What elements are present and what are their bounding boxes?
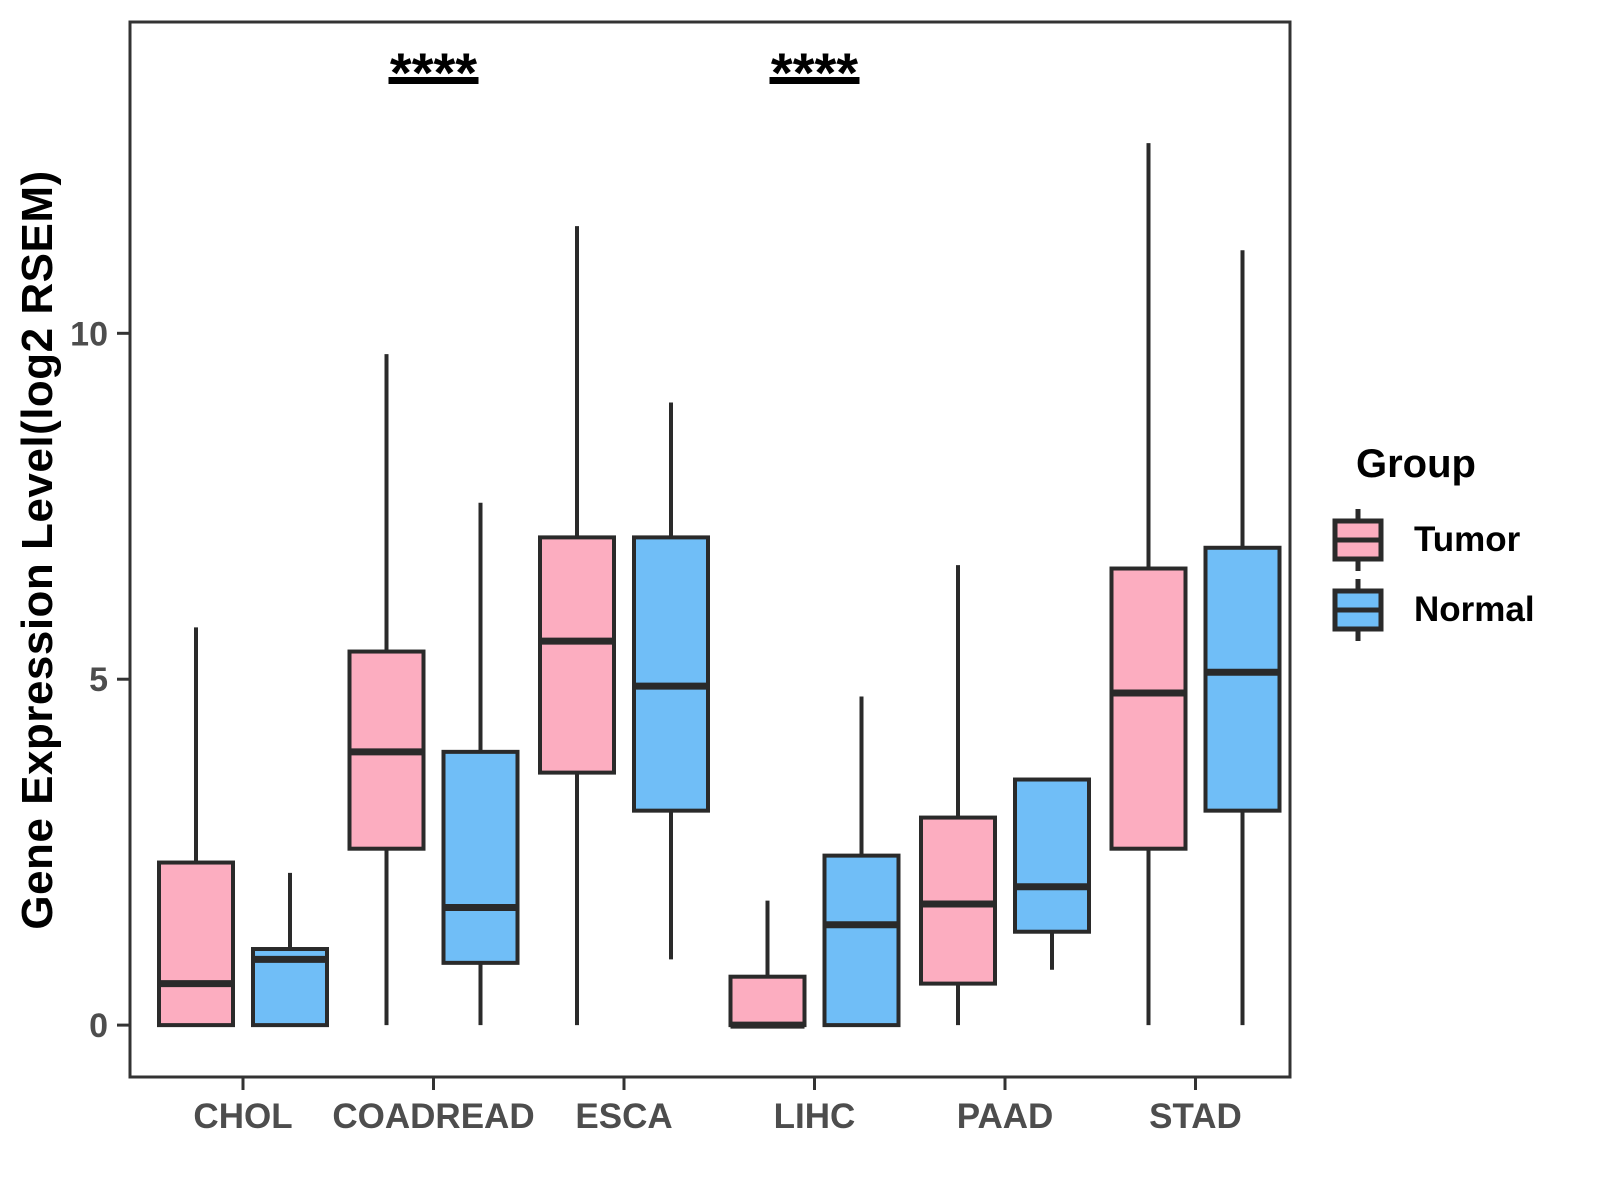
legend-title: Group: [1356, 442, 1476, 486]
significance-stars-lihc: ****: [771, 41, 858, 104]
legend-item-tumor: Tumor: [1330, 505, 1535, 575]
panel-border: [128, 20, 1292, 1079]
y-tick-label-5: 5: [89, 661, 108, 699]
box-coadread-normal: [441, 749, 520, 965]
box-stad-normal: [1203, 545, 1282, 813]
box-chol-tumor: [157, 860, 235, 1028]
box-stad-tumor: [1109, 566, 1188, 851]
normal-boxplot-key-icon: [1332, 579, 1384, 641]
y-axis-title: Gene Expression Level(log2 RSEM): [13, 170, 62, 930]
box-lihc-normal: [822, 853, 901, 1028]
x-tick-label-chol: CHOL: [193, 1097, 292, 1136]
y-tick-label-0: 0: [89, 1007, 108, 1045]
box-esca-normal: [632, 535, 710, 813]
significance-bar-lihc: [769, 77, 860, 84]
significance-stars-coadread: ****: [390, 41, 477, 104]
box-paad-normal: [1013, 777, 1091, 934]
significance-bar-coadread: [388, 77, 479, 84]
legend-label-tumor: Tumor: [1414, 520, 1521, 559]
x-tick-label-lihc: LIHC: [774, 1097, 856, 1136]
x-tick-label-stad: STAD: [1149, 1097, 1242, 1136]
legend-label-normal: Normal: [1414, 590, 1535, 629]
box-esca-tumor: [538, 535, 616, 775]
x-tick-label-esca: ESCA: [575, 1097, 672, 1136]
y-tick-label-10: 10: [70, 315, 108, 353]
box-lihc-tumor: [728, 974, 807, 1028]
legend-item-normal: Normal: [1330, 575, 1535, 645]
x-tick-label-coadread: COADREAD: [332, 1097, 534, 1136]
x-tick-label-paad: PAAD: [957, 1097, 1054, 1136]
tumor-boxplot-key-icon: [1332, 509, 1384, 571]
legend: Group Tumor Normal: [1330, 442, 1535, 645]
